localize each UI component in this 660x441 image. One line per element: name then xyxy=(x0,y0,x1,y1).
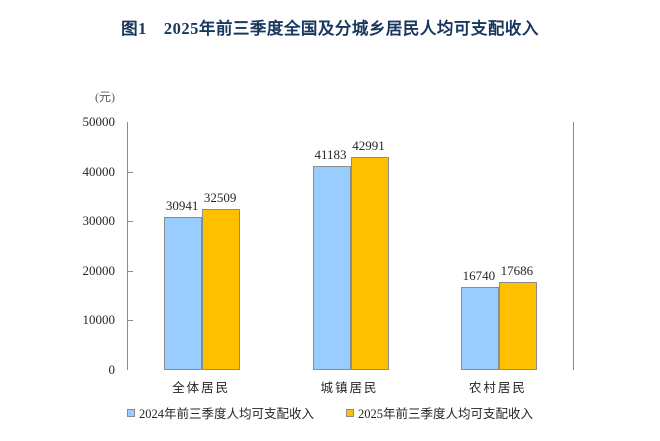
y-tick-label: 30000 xyxy=(82,213,116,229)
y-tick-label: 40000 xyxy=(82,163,116,179)
y-tick-mark xyxy=(128,221,133,223)
bar-value-label: 42991 xyxy=(352,137,385,153)
x-category-label: 农村居民 xyxy=(468,381,527,395)
bar-2025 xyxy=(202,208,241,370)
y-tick-mark xyxy=(128,171,133,173)
legend: 2024年前三季度人均可支配收入 2025年前三季度人均可支配收入 xyxy=(0,403,660,422)
legend-swatch-icon xyxy=(126,408,135,417)
y-tick-label: 0 xyxy=(108,362,116,377)
bar-2024 xyxy=(312,165,351,370)
plot-area xyxy=(127,122,574,370)
bar-value-label: 32509 xyxy=(203,189,237,205)
bar-2024 xyxy=(460,287,499,370)
y-tick-label: 10000 xyxy=(82,312,116,328)
bar-value-label: 16740 xyxy=(462,267,496,283)
bar-2025 xyxy=(350,156,389,370)
y-axis-unit-label: (元) xyxy=(95,90,115,104)
legend-item-2025: 2025年前三季度人均可支配收入 xyxy=(346,403,533,422)
y-tick-label: 20000 xyxy=(82,262,116,278)
legend-label: 2024年前三季度人均可支配收入 xyxy=(138,407,314,421)
y-tick-label: 50000 xyxy=(82,114,116,129)
legend-swatch-icon xyxy=(346,408,354,417)
bar-2024 xyxy=(164,216,203,370)
bar-value-label: 30941 xyxy=(165,197,199,213)
bar-value-label: 17686 xyxy=(500,263,534,279)
bar-value-label: 41183 xyxy=(314,146,347,162)
x-category-label: 全体居民 xyxy=(172,381,231,395)
chart-title: 图1 2025年前三季度全国及分城乡居民人均可支配收入 xyxy=(121,19,539,38)
legend-label: 2025年前三季度人均可支配收入 xyxy=(358,407,534,421)
y-tick-mark xyxy=(128,320,133,322)
bar-2025 xyxy=(498,282,537,370)
y-tick-mark xyxy=(128,270,133,272)
legend-item-2024: 2024年前三季度人均可支配收入 xyxy=(126,403,314,422)
x-category-label: 城镇居民 xyxy=(320,381,379,395)
